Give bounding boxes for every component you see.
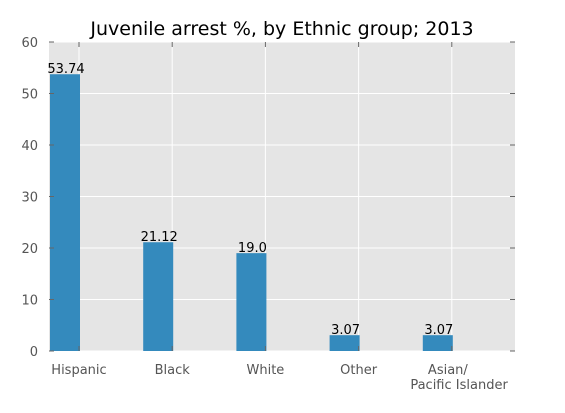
x-tick-label: Black [155, 363, 191, 378]
x-tick-label: Other [340, 363, 378, 378]
x-tick-label: Hispanic [51, 363, 106, 378]
bar [422, 335, 453, 351]
bar [329, 335, 360, 351]
y-tick-label: 60 [21, 36, 38, 51]
x-tick-label: White [246, 363, 284, 378]
y-tick-label: 30 [21, 191, 38, 206]
y-tick-label: 20 [21, 242, 38, 257]
y-tick-label: 50 [21, 88, 38, 103]
bar [236, 253, 267, 351]
bar [143, 242, 174, 351]
data-label: 3.07 [424, 323, 453, 338]
data-label: 21.12 [141, 230, 178, 245]
data-label: 19.0 [238, 241, 267, 256]
y-tick-label: 0 [30, 345, 38, 360]
x-tick-label: Asian/Pacific Islander [410, 363, 508, 393]
chart-title: Juvenile arrest %, by Ethnic group; 2013 [89, 18, 473, 40]
y-tick-label: 10 [21, 294, 38, 309]
data-label: 53.74 [47, 62, 84, 77]
bars [50, 74, 453, 351]
axis-ticks [49, 41, 515, 352]
data-label: 3.07 [331, 323, 360, 338]
y-tick-label: 40 [21, 139, 38, 154]
bar [50, 74, 80, 351]
labels: 0 10 20 30 40 50 60 53.74 Hispanic 21.12 Black 19.0… [21, 36, 508, 393]
